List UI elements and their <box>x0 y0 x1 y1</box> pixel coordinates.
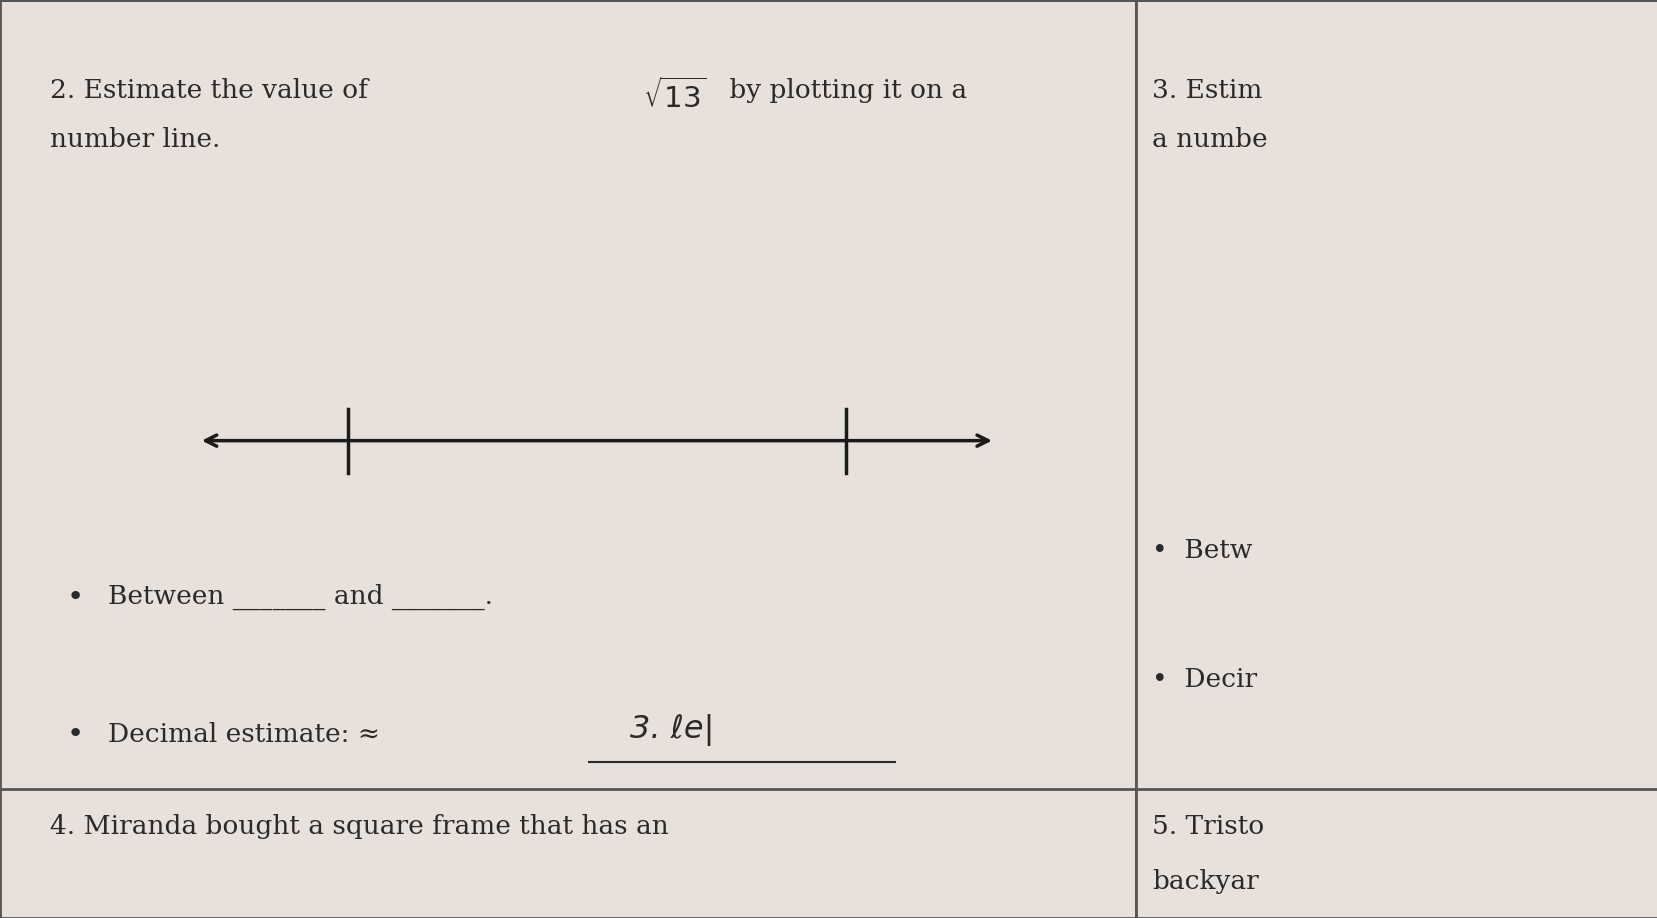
FancyBboxPatch shape <box>0 789 1135 918</box>
Text: 3. ℓe|: 3. ℓe| <box>630 714 714 745</box>
Text: 5. Tristo: 5. Tristo <box>1152 813 1264 839</box>
Text: by plotting it on a: by plotting it on a <box>721 78 966 103</box>
Text: backyar: backyar <box>1152 868 1258 894</box>
Text: number line.: number line. <box>50 127 220 151</box>
Text: 2. Estimate the value of: 2. Estimate the value of <box>50 78 376 103</box>
Text: •: • <box>66 721 83 748</box>
Text: •: • <box>66 583 83 610</box>
FancyBboxPatch shape <box>0 0 1135 808</box>
FancyBboxPatch shape <box>1135 0 1657 808</box>
Text: 4. Miranda bought a square frame that has an: 4. Miranda bought a square frame that ha… <box>50 813 668 839</box>
Text: •  Decir: • Decir <box>1152 666 1256 692</box>
Text: •  Betw: • Betw <box>1152 538 1253 564</box>
Text: a numbe: a numbe <box>1152 127 1268 151</box>
Text: $\sqrt{13}$: $\sqrt{13}$ <box>643 78 706 114</box>
Text: Decimal estimate: ≈: Decimal estimate: ≈ <box>108 722 388 747</box>
Text: 3. Estim: 3. Estim <box>1152 78 1263 103</box>
Text: Between _______ and _______.: Between _______ and _______. <box>108 584 492 610</box>
FancyBboxPatch shape <box>1135 789 1657 918</box>
